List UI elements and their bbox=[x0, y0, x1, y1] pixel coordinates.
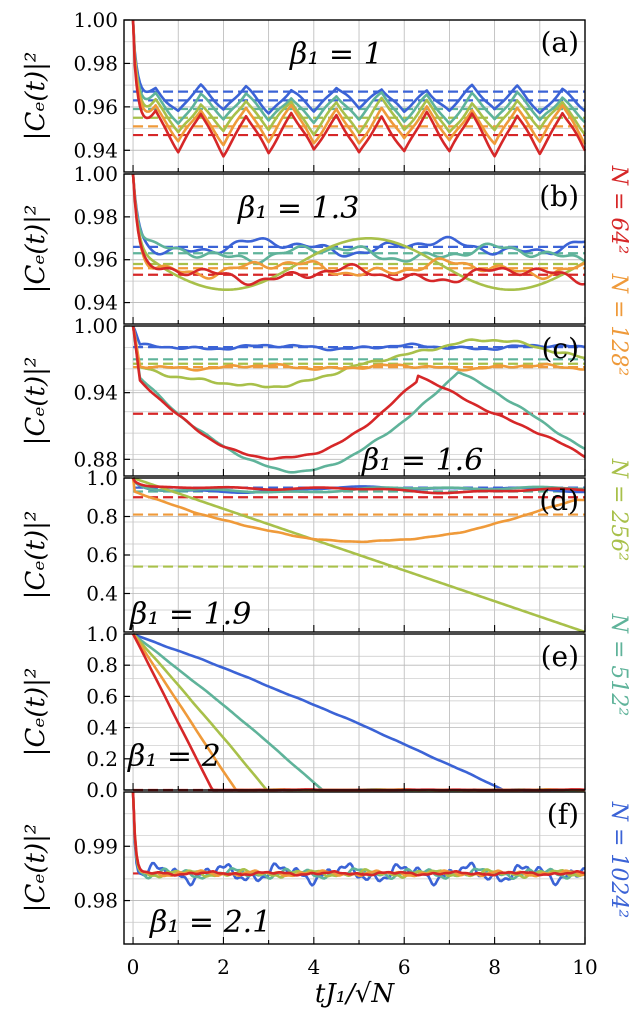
series-line-1 bbox=[131, 477, 586, 495]
x-tick-label: 4 bbox=[307, 955, 320, 979]
panel-label: (e) bbox=[541, 640, 579, 673]
panel-label: (d) bbox=[539, 484, 579, 517]
y-tick-label: 0.99 bbox=[73, 834, 118, 858]
y-tick-label: 1.00 bbox=[73, 8, 118, 32]
y-axis-label: |Cₑ(t)|² bbox=[21, 357, 51, 446]
legend-entry: N = 1024² bbox=[606, 801, 631, 918]
y-tick-label: 0.8 bbox=[86, 505, 118, 529]
x-tick-label: 0 bbox=[127, 955, 140, 979]
panels-group: 1.000.980.960.94|Cₑ(t)|²(a)β₁ = 11.000.9… bbox=[21, 8, 587, 945]
beta-annotation: β₁ = 2.1 bbox=[149, 905, 271, 940]
panel-d: 1.0 0.8 0.6 0.4 |Cₑ(t)|² (d) β₁ = 1.9 bbox=[21, 466, 586, 634]
panel-a: 1.00 0.98 0.96 0.94 |Cₑ(t)|² (a) β₁ = 1 bbox=[21, 8, 587, 173]
y-tick-label: 0.88 bbox=[73, 447, 118, 471]
panel-frame bbox=[123, 791, 586, 945]
series-line-5 bbox=[131, 325, 586, 352]
y-tick-label: 0.96 bbox=[73, 248, 118, 272]
series-line-1 bbox=[131, 325, 586, 461]
series-line-2 bbox=[131, 19, 587, 147]
beta-annotation: β₁ = 1.9 bbox=[129, 597, 251, 632]
panel-frame bbox=[123, 325, 586, 477]
y-tick-label: 0.96 bbox=[73, 95, 118, 119]
series-line-1 bbox=[131, 173, 586, 287]
y-tick-label: 0.98 bbox=[73, 205, 118, 229]
y-tick-label: 0.94 bbox=[73, 291, 118, 315]
panel-label: (c) bbox=[541, 332, 579, 365]
panel-e: 1.0 0.8 0.6 0.4 0.2 0.0 |Cₑ(t)|² (e) β₁ = 2 bbox=[21, 622, 586, 802]
x-tick-label: 10 bbox=[572, 955, 597, 979]
y-tick-label: 0.98 bbox=[73, 889, 118, 913]
panel-b: 1.00 0.98 0.96 0.94 |Cₑ(t)|² (b) β₁ = 1.3 bbox=[21, 162, 586, 325]
y-tick-label: 1.00 bbox=[73, 162, 118, 186]
panel-frame bbox=[123, 173, 586, 325]
y-axis-label: |Cₑ(t)|² bbox=[21, 52, 51, 141]
x-tick-label: 2 bbox=[217, 955, 230, 979]
legend-entry: N = 512² bbox=[606, 613, 631, 716]
y-tick-label: 0.6 bbox=[86, 684, 118, 708]
y-tick-label: 1.00 bbox=[73, 314, 118, 338]
series-line-3 bbox=[131, 325, 586, 389]
y-axis-label: |Cₑ(t)|² bbox=[21, 205, 51, 294]
y-tick-label: 0.94 bbox=[73, 381, 118, 405]
panel-c: 1.00 0.94 0.88 |Cₑ(t)|² (c) β₁ = 1.6 bbox=[21, 314, 586, 478]
series-line-4 bbox=[131, 19, 586, 125]
legend: N = 64² N = 128² N = 256² N = 512² N = 1024² bbox=[606, 165, 631, 918]
x-tick-label: 8 bbox=[488, 955, 501, 979]
panel-frame bbox=[123, 633, 586, 791]
panel-label: (b) bbox=[539, 180, 579, 213]
x-tick-label: 6 bbox=[398, 955, 411, 979]
y-tick-label: 1.0 bbox=[86, 622, 118, 646]
series-line-4 bbox=[131, 325, 586, 474]
y-tick-label: 0.94 bbox=[73, 138, 118, 162]
series-line-4 bbox=[131, 173, 586, 265]
y-axis-label: |Cₑ(t)|² bbox=[21, 824, 51, 913]
y-tick-label: 1.0 bbox=[86, 466, 118, 490]
y-tick-label: 0.4 bbox=[86, 716, 118, 740]
x-axis: 0 2 4 6 8 10 tJ₁/√N bbox=[127, 955, 598, 1009]
y-axis-label: |Cₑ(t)|² bbox=[21, 511, 51, 600]
beta-annotation: β₁ = 1.6 bbox=[361, 443, 483, 478]
y-tick-label: 0.8 bbox=[86, 653, 118, 677]
panel-label: (a) bbox=[540, 26, 579, 59]
panel-f: 0.99 0.98 |Cₑ(t)|² (f) β₁ = 2.1 bbox=[21, 791, 586, 945]
y-tick-label: 0.6 bbox=[86, 543, 118, 567]
series-line-2 bbox=[131, 325, 586, 372]
legend-entry: N = 128² bbox=[606, 273, 631, 376]
beta-annotation: β₁ = 1 bbox=[289, 37, 383, 72]
series-line-5 bbox=[131, 791, 586, 887]
panel-frame bbox=[123, 19, 586, 173]
series-line-1 bbox=[131, 791, 586, 877]
panel-label: (f) bbox=[547, 798, 579, 831]
beta-annotation: β₁ = 2 bbox=[127, 739, 221, 774]
y-tick-label: 0.2 bbox=[86, 747, 118, 771]
series-line-3 bbox=[131, 173, 586, 292]
legend-entry: N = 256² bbox=[606, 458, 631, 561]
legend-entry: N = 64² bbox=[606, 165, 631, 254]
series-line-2 bbox=[131, 477, 586, 544]
y-tick-label: 0.0 bbox=[86, 778, 118, 802]
series-line-1 bbox=[131, 19, 587, 158]
series-line-3 bbox=[131, 19, 587, 137]
series-line-5 bbox=[131, 19, 586, 115]
y-axis-label: |Cₑ(t)|² bbox=[21, 668, 51, 757]
series-line-3 bbox=[132, 476, 586, 634]
x-axis-label: tJ₁/√N bbox=[315, 979, 396, 1009]
y-tick-label: 0.4 bbox=[86, 582, 118, 606]
y-tick-label: 0.98 bbox=[73, 51, 118, 75]
beta-annotation: β₁ = 1.3 bbox=[237, 191, 359, 226]
